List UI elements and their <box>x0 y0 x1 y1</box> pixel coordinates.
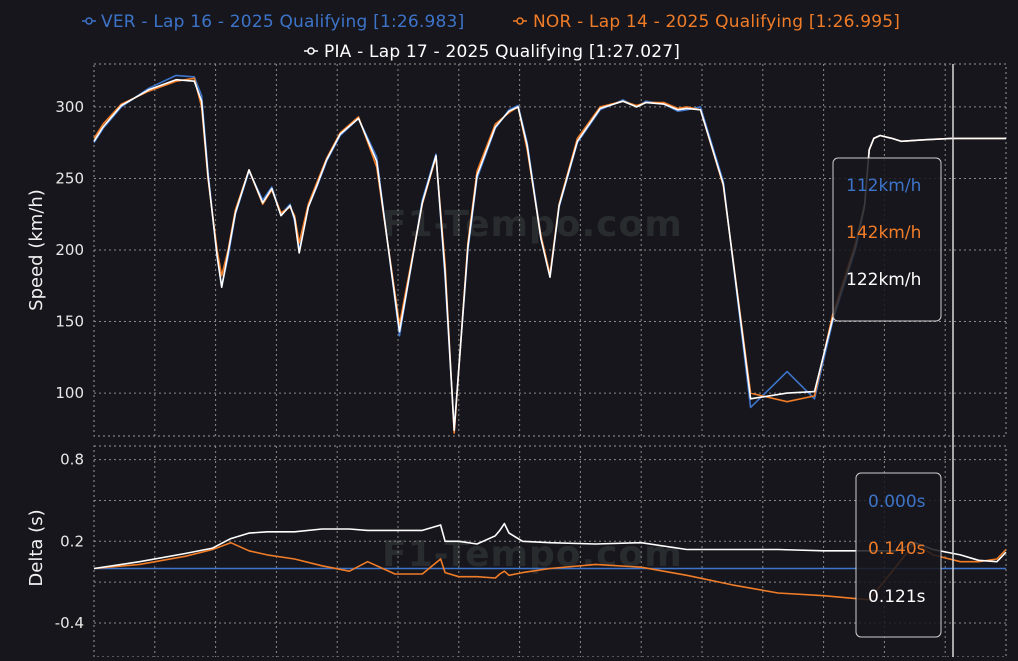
watermark-speed: F1-Tempo.com <box>382 204 683 245</box>
delta-tick-label: 0.2 <box>60 532 84 550</box>
delta-tooltip: 0.000s 0.140s 0.121s <box>855 472 942 638</box>
speed-panel: 100 150 200 250 300 <box>55 63 1007 437</box>
delta-plot-frame <box>93 445 1007 658</box>
delta-tooltip-ver: 0.000s <box>868 492 926 512</box>
speed-tick-label: 300 <box>55 98 84 116</box>
speed-tick-label: 200 <box>55 241 84 259</box>
speed-tooltip-ver: 112km/h <box>846 176 921 196</box>
speed-tooltip-pia: 122km/h <box>846 270 921 290</box>
delta-tick-label: 0.8 <box>60 451 84 469</box>
legend: VER - Lap 16 - 2025 Qualifying [1:26.983… <box>82 12 900 62</box>
delta-tick-label: -0.4 <box>55 614 84 632</box>
speed-line-pia <box>93 78 1006 432</box>
speed-tick-label: 150 <box>55 313 84 331</box>
speed-tooltip-box <box>832 157 942 322</box>
delta-tooltip-box <box>855 472 942 638</box>
legend-marker-nor <box>516 17 524 25</box>
legend-label-nor: NOR - Lap 14 - 2025 Qualifying [1:26.995… <box>533 12 900 32</box>
speed-tooltip: 112km/h 142km/h 122km/h <box>832 157 942 322</box>
speed-tick-label: 100 <box>55 384 84 402</box>
legend-label-pia: PIA - Lap 17 - 2025 Qualifying [1:27.027… <box>324 42 680 62</box>
speed-tick-label: 250 <box>55 169 84 187</box>
legend-label-ver: VER - Lap 16 - 2025 Qualifying [1:26.983… <box>101 12 464 32</box>
legend-item-pia[interactable]: PIA - Lap 17 - 2025 Qualifying [1:27.027… <box>304 42 680 62</box>
speed-axis-title: Speed (km/h) <box>26 189 47 311</box>
delta-tooltip-nor: 0.140s <box>868 539 926 559</box>
legend-marker-pia <box>307 47 315 55</box>
legend-item-ver[interactable]: VER - Lap 16 - 2025 Qualifying [1:26.983… <box>82 12 464 32</box>
legend-item-nor[interactable]: NOR - Lap 14 - 2025 Qualifying [1:26.995… <box>513 12 900 32</box>
delta-axis-title: Delta (s) <box>26 509 47 586</box>
legend-marker-ver <box>85 17 93 25</box>
speed-tooltip-nor: 142km/h <box>846 223 921 243</box>
delta-tooltip-pia: 0.121s <box>868 587 926 607</box>
